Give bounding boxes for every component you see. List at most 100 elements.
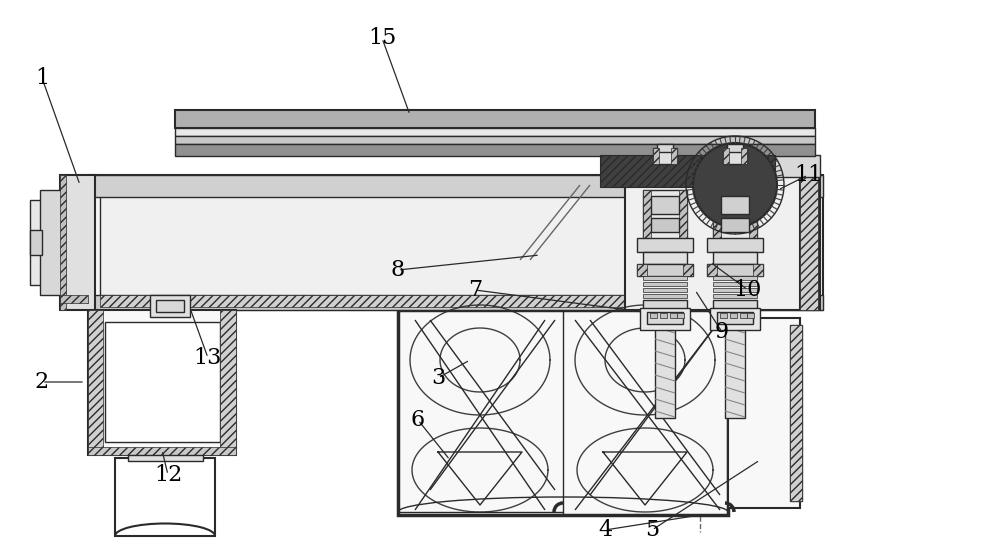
Bar [679,190,687,240]
Bar [800,175,818,310]
Bar [740,313,747,318]
Bar [660,313,667,318]
Bar [40,190,65,295]
Bar [175,110,815,128]
Bar [723,148,729,164]
Text: 13: 13 [194,347,222,369]
Bar [643,190,651,240]
Bar [747,313,754,318]
Bar [713,288,757,292]
Bar [725,308,745,418]
Circle shape [693,143,777,227]
Bar [643,190,687,240]
Bar [651,218,679,232]
Bar [707,238,763,252]
Bar [60,175,66,310]
Bar [657,144,673,152]
Bar [713,282,757,286]
Text: 7: 7 [468,279,482,301]
Bar [653,148,677,164]
Bar [600,155,775,187]
Text: 9: 9 [715,321,729,343]
Bar [643,282,687,286]
Text: 11: 11 [794,164,822,186]
Text: 12: 12 [154,464,182,486]
Bar [105,322,220,442]
Bar [647,312,683,324]
Bar [625,175,820,310]
Bar [88,295,823,310]
Bar [683,264,693,276]
Text: 15: 15 [368,27,396,49]
Bar [653,148,659,164]
Bar [150,295,190,317]
Bar [790,325,802,501]
Bar [100,185,810,297]
Bar [637,264,693,276]
Bar [60,175,95,310]
Bar [727,144,743,152]
Bar [707,264,717,276]
Bar [707,264,763,276]
Bar [220,310,236,455]
Bar [710,308,760,330]
Bar [749,190,757,240]
Bar [723,148,747,164]
Text: 10: 10 [734,279,762,301]
Text: 1: 1 [35,67,49,89]
Bar [790,325,802,501]
Bar [640,308,690,330]
Bar [713,252,757,264]
Bar [88,310,103,455]
Bar [713,190,721,240]
Bar [88,310,236,455]
Bar [730,313,737,318]
Bar [175,136,815,144]
Bar [800,175,818,310]
Bar [713,190,757,240]
Bar [175,128,815,136]
Bar [650,313,657,318]
Bar [398,310,728,515]
Text: 2: 2 [35,371,49,393]
Bar [651,196,679,214]
Bar [677,313,684,318]
Bar [720,313,727,318]
Bar [670,313,677,318]
Bar [728,318,800,508]
Bar [713,294,757,298]
Bar [100,295,810,307]
Bar [30,200,50,285]
Bar [671,148,677,164]
Bar [655,308,675,418]
Bar [88,175,823,310]
Bar [753,264,763,276]
Bar [637,238,693,252]
Bar [625,155,820,177]
Bar [741,148,747,164]
Bar [643,252,687,264]
Text: 3: 3 [431,367,445,389]
Bar [637,264,647,276]
Bar [713,300,757,314]
Bar [115,458,215,536]
Bar [30,230,42,255]
Bar [60,295,88,303]
Bar [88,447,236,455]
Bar [643,300,687,314]
Bar [643,294,687,298]
Bar [88,175,823,197]
Bar [721,196,749,214]
Bar [643,276,687,280]
Bar [156,300,184,312]
Text: 5: 5 [645,519,659,541]
Bar [717,312,753,324]
Text: 8: 8 [391,259,405,281]
Bar [643,288,687,292]
Bar [128,455,203,461]
Bar [721,218,749,232]
Bar [175,144,815,156]
Text: 6: 6 [411,409,425,431]
Text: 4: 4 [598,519,612,541]
Bar [713,276,757,280]
